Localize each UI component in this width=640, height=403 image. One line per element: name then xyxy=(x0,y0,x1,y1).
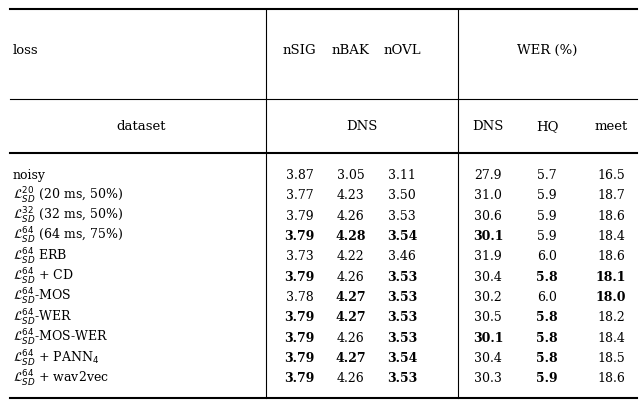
Text: 31.9: 31.9 xyxy=(474,250,502,263)
Text: $\mathcal{L}_{SD}^{64}$-WER: $\mathcal{L}_{SD}^{64}$-WER xyxy=(13,308,72,328)
Text: $\mathcal{L}_{SD}^{64}$ + wav2vec: $\mathcal{L}_{SD}^{64}$ + wav2vec xyxy=(13,369,109,389)
Text: $\mathcal{L}_{SD}^{64}$ ERB: $\mathcal{L}_{SD}^{64}$ ERB xyxy=(13,247,67,267)
Text: $\mathcal{L}_{SD}^{64}$ (64 ms, 75%): $\mathcal{L}_{SD}^{64}$ (64 ms, 75%) xyxy=(13,226,123,246)
Text: 3.79: 3.79 xyxy=(284,311,315,324)
Text: 4.28: 4.28 xyxy=(335,230,366,243)
Text: HQ: HQ xyxy=(536,120,559,133)
Text: DNS: DNS xyxy=(346,120,378,133)
Text: 3.87: 3.87 xyxy=(285,169,314,182)
Text: 18.5: 18.5 xyxy=(597,352,625,365)
Text: 5.9: 5.9 xyxy=(538,210,557,222)
Text: 6.0: 6.0 xyxy=(537,250,557,263)
Text: 4.27: 4.27 xyxy=(335,352,366,365)
Text: 3.79: 3.79 xyxy=(284,270,315,284)
Text: $\mathcal{L}_{SD}^{64}$-MOS-WER: $\mathcal{L}_{SD}^{64}$-MOS-WER xyxy=(13,328,108,348)
Text: 5.8: 5.8 xyxy=(536,332,558,345)
Text: 3.79: 3.79 xyxy=(284,352,315,365)
Text: 3.53: 3.53 xyxy=(387,332,417,345)
Text: 4.23: 4.23 xyxy=(337,189,365,202)
Text: 4.26: 4.26 xyxy=(337,332,365,345)
Text: 18.4: 18.4 xyxy=(597,332,625,345)
Text: 30.6: 30.6 xyxy=(474,210,502,222)
Text: WER (%): WER (%) xyxy=(517,44,577,57)
Text: nOVL: nOVL xyxy=(383,44,420,57)
Text: 3.53: 3.53 xyxy=(388,210,416,222)
Text: $\mathcal{L}_{SD}^{20}$ (20 ms, 50%): $\mathcal{L}_{SD}^{20}$ (20 ms, 50%) xyxy=(13,186,123,206)
Text: 3.78: 3.78 xyxy=(285,291,314,304)
Text: 4.22: 4.22 xyxy=(337,250,365,263)
Text: 30.4: 30.4 xyxy=(474,352,502,365)
Text: 5.8: 5.8 xyxy=(536,270,558,284)
Text: 5.8: 5.8 xyxy=(536,311,558,324)
Text: 3.53: 3.53 xyxy=(387,372,417,385)
Text: loss: loss xyxy=(13,44,38,57)
Text: 4.26: 4.26 xyxy=(337,270,365,284)
Text: 4.26: 4.26 xyxy=(337,372,365,385)
Text: 3.79: 3.79 xyxy=(284,332,315,345)
Text: 3.54: 3.54 xyxy=(387,352,417,365)
Text: 5.9: 5.9 xyxy=(536,372,558,385)
Text: 30.5: 30.5 xyxy=(474,311,502,324)
Text: 18.7: 18.7 xyxy=(597,189,625,202)
Text: noisy: noisy xyxy=(13,169,46,182)
Text: 3.79: 3.79 xyxy=(285,210,314,222)
Text: 30.1: 30.1 xyxy=(473,332,504,345)
Text: 27.9: 27.9 xyxy=(475,169,502,182)
Text: 5.9: 5.9 xyxy=(538,230,557,243)
Text: 3.46: 3.46 xyxy=(388,250,416,263)
Text: 5.7: 5.7 xyxy=(538,169,557,182)
Text: 18.6: 18.6 xyxy=(597,250,625,263)
Text: 3.05: 3.05 xyxy=(337,169,365,182)
Text: 3.77: 3.77 xyxy=(285,189,314,202)
Text: 3.73: 3.73 xyxy=(285,250,314,263)
Text: 3.11: 3.11 xyxy=(388,169,416,182)
Text: 18.0: 18.0 xyxy=(596,291,627,304)
Text: 18.6: 18.6 xyxy=(597,210,625,222)
Text: nSIG: nSIG xyxy=(283,44,316,57)
Text: 18.4: 18.4 xyxy=(597,230,625,243)
Text: DNS: DNS xyxy=(472,120,504,133)
Text: 3.79: 3.79 xyxy=(284,372,315,385)
Text: 3.79: 3.79 xyxy=(284,230,315,243)
Text: 3.50: 3.50 xyxy=(388,189,416,202)
Text: 3.54: 3.54 xyxy=(387,230,417,243)
Text: 6.0: 6.0 xyxy=(537,291,557,304)
Text: 3.53: 3.53 xyxy=(387,270,417,284)
Text: 3.53: 3.53 xyxy=(387,291,417,304)
Text: 4.26: 4.26 xyxy=(337,210,365,222)
Text: 18.2: 18.2 xyxy=(597,311,625,324)
Text: 31.0: 31.0 xyxy=(474,189,502,202)
Text: $\mathcal{L}_{SD}^{64}$ + PANN$_4$: $\mathcal{L}_{SD}^{64}$ + PANN$_4$ xyxy=(13,349,99,368)
Text: 5.9: 5.9 xyxy=(538,189,557,202)
Text: 18.1: 18.1 xyxy=(596,270,627,284)
Text: 3.53: 3.53 xyxy=(387,311,417,324)
Text: 4.27: 4.27 xyxy=(335,291,366,304)
Text: 18.6: 18.6 xyxy=(597,372,625,385)
Text: 30.2: 30.2 xyxy=(474,291,502,304)
Text: 30.3: 30.3 xyxy=(474,372,502,385)
Text: $\mathcal{L}_{SD}^{32}$ (32 ms, 50%): $\mathcal{L}_{SD}^{32}$ (32 ms, 50%) xyxy=(13,206,123,226)
Text: 5.8: 5.8 xyxy=(536,352,558,365)
Text: 30.4: 30.4 xyxy=(474,270,502,284)
Text: meet: meet xyxy=(595,120,628,133)
Text: $\mathcal{L}_{SD}^{64}$ + CD: $\mathcal{L}_{SD}^{64}$ + CD xyxy=(13,267,74,287)
Text: 4.27: 4.27 xyxy=(335,311,366,324)
Text: 30.1: 30.1 xyxy=(473,230,504,243)
Text: nBAK: nBAK xyxy=(332,44,370,57)
Text: dataset: dataset xyxy=(116,120,166,133)
Text: 16.5: 16.5 xyxy=(597,169,625,182)
Text: $\mathcal{L}_{SD}^{64}$-MOS: $\mathcal{L}_{SD}^{64}$-MOS xyxy=(13,287,71,307)
